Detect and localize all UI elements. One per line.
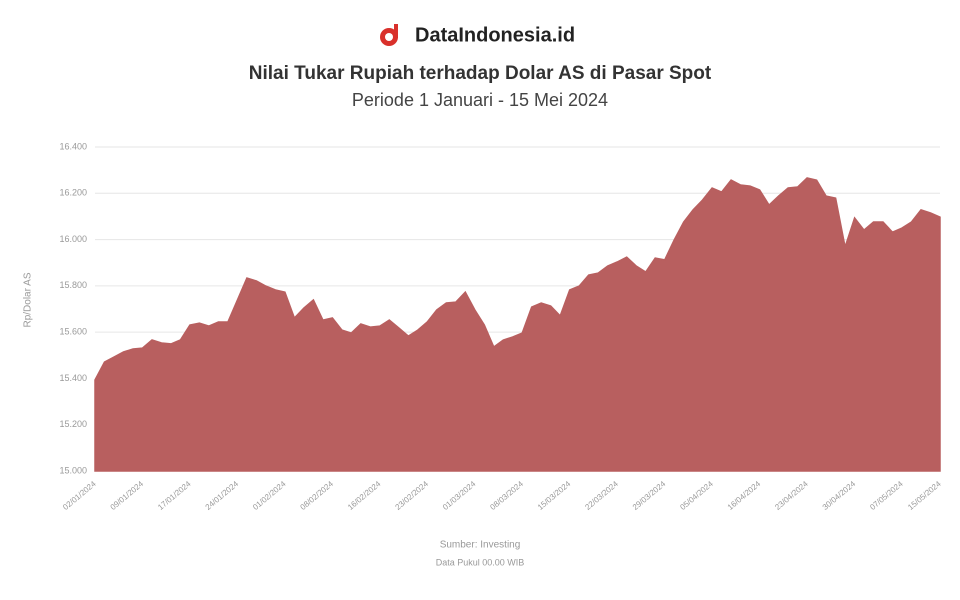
x-tick-label: 01/02/2024: [251, 479, 288, 512]
logo-icon-hole: [385, 33, 393, 41]
x-tick-label: 01/03/2024: [441, 479, 478, 512]
area: [94, 177, 941, 472]
y-tick-label: 16.000: [59, 234, 87, 244]
y-tick-label: 16.200: [59, 188, 87, 198]
chart-title: Nilai Tukar Rupiah terhadap Dolar AS di …: [249, 63, 712, 84]
x-tick-label: 24/01/2024: [204, 479, 241, 512]
y-tick-label: 15.800: [59, 280, 87, 290]
x-tick-label: 15/05/2024: [906, 479, 943, 512]
chart-subtitle: Periode 1 Januari - 15 Mei 2024: [352, 90, 608, 110]
x-tick-label: 29/03/2024: [631, 479, 668, 512]
x-tick-label: 15/03/2024: [536, 479, 573, 512]
y-tick-label: 15.200: [59, 419, 87, 429]
y-axis-label: Rp/Dolar AS: [23, 272, 34, 327]
x-tick-label: 02/01/2024: [61, 479, 98, 512]
x-tick-label: 23/02/2024: [393, 479, 430, 512]
x-tick-label: 22/03/2024: [583, 479, 620, 512]
x-tick-label: 16/04/2024: [726, 479, 763, 512]
source: Sumber: Investing: [440, 540, 521, 551]
x-tick-label: 08/02/2024: [299, 479, 336, 512]
x-tick-label: 05/04/2024: [678, 479, 715, 512]
x-tick-label: 30/04/2024: [821, 479, 858, 512]
x-tick-label: 09/01/2024: [109, 479, 146, 512]
x-tick-label: 08/03/2024: [488, 479, 525, 512]
x-tick-label: 17/01/2024: [156, 479, 193, 512]
y-tick-label: 15.600: [59, 327, 87, 337]
x-tick-label: 23/04/2024: [773, 479, 810, 512]
logo: [380, 24, 398, 46]
x-tick-label: 07/05/2024: [868, 479, 905, 512]
x-tick-label: 16/02/2024: [346, 479, 383, 512]
y-tick-label: 16.400: [59, 141, 87, 151]
logo-icon-stem: [394, 24, 398, 38]
y-tick-label: 15.000: [59, 465, 87, 475]
brand: DataIndonesia.id: [415, 24, 575, 46]
note: Data Pukul 00.00 WIB: [436, 557, 525, 567]
y-tick-label: 15.400: [59, 373, 87, 383]
